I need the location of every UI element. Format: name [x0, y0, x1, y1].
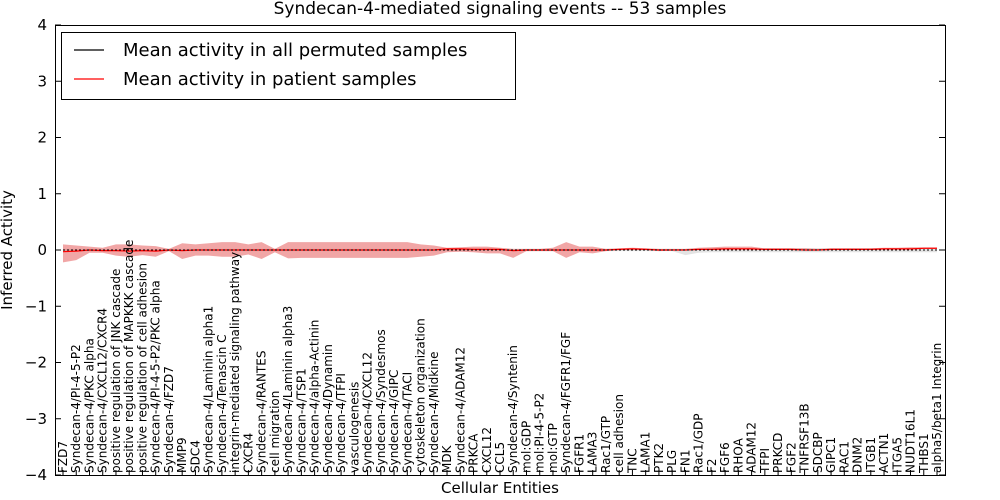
x-tick-label: SDCBP: [811, 432, 825, 473]
y-tick-label: 4: [37, 16, 47, 34]
x-tick-label: alpha5/beta1 Integrin: [930, 343, 944, 473]
x-tick-label: integrin-mediated signaling pathway: [228, 252, 242, 473]
x-tick-label: CXCR4: [241, 433, 255, 473]
x-axis-label: Cellular Entities: [441, 479, 559, 497]
x-tick-label: positive regulation of MAPKKK cascade: [122, 240, 136, 473]
x-tick-label: FGFR1: [573, 434, 587, 473]
x-tick-label: mol:GTP: [546, 423, 560, 473]
x-axis: FZD7 Syndecan-4/PI-4-5-P2 Syndecan-4/PKC a…: [56, 240, 944, 475]
x-tick-label: CXCL12: [480, 427, 494, 473]
x-tick-label: Syndecan-4/RANTES: [255, 351, 269, 473]
x-tick-label: PRKCA: [467, 433, 481, 473]
x-tick-label: TFPI: [758, 448, 772, 474]
x-tick-label: ADAM12: [745, 422, 759, 473]
x-tick-label: vasculogenesis: [347, 382, 361, 473]
x-tick-label: Syndecan-4/Tenascin C: [215, 334, 229, 473]
x-tick-label: FN1: [678, 449, 692, 473]
y-tick-label: −3: [25, 410, 47, 428]
y-axis: −4 −3 −2 −1 0 1 2 3 4: [25, 16, 945, 484]
x-tick-label: Syndecan-4/ADAM12: [453, 347, 467, 473]
x-tick-label: positive regulation of JNK cascade: [109, 269, 123, 473]
x-tick-label: Syndecan-4/TSP1: [294, 368, 308, 473]
x-tick-label: GIPC1: [824, 437, 838, 473]
x-tick-label: TNFRSF13B: [798, 403, 812, 474]
x-tick-label: SDC4: [188, 440, 202, 473]
y-tick-label: 2: [37, 129, 47, 147]
x-tick-label: ACTN1: [877, 433, 891, 473]
x-tick-label: Syndecan-4/TACI: [400, 372, 414, 473]
x-tick-label: LAMA1: [639, 432, 653, 473]
x-tick-label: Rac1/GTP: [599, 416, 613, 473]
x-tick-label: NUDT16L1: [904, 409, 918, 473]
x-tick-label: RAC1: [837, 441, 851, 473]
y-tick-label: −2: [25, 354, 47, 372]
x-tick-label: MMP9: [175, 437, 189, 473]
y-tick-label: −1: [25, 297, 47, 315]
x-tick-label: Syndecan-4/Midkine: [427, 352, 441, 473]
y-tick-label: −4: [25, 466, 47, 484]
x-tick-label: cytoskeleton organization: [414, 318, 428, 473]
x-tick-label: mol:GDP: [520, 421, 534, 473]
y-tick-label: 3: [37, 72, 47, 90]
x-tick-label: PRKCD: [771, 433, 785, 473]
x-tick-label: F2: [705, 458, 719, 473]
x-tick-label: ITGB1: [864, 437, 878, 473]
x-tick-label: cell adhesion: [612, 394, 626, 473]
legend-label-permuted: Mean activity in all permuted samples: [123, 40, 467, 61]
x-tick-label: PTK2: [652, 443, 666, 473]
x-tick-label: FZD7: [56, 441, 70, 473]
x-tick-label: Syndecan-4/FZD7: [162, 366, 176, 473]
x-tick-label: Syndecan-4/TFPI: [334, 373, 348, 473]
x-tick-label: THBS1: [917, 433, 931, 474]
x-tick-label: TNC: [625, 448, 639, 474]
x-tick-label: DNM2: [851, 437, 865, 473]
x-tick-label: Syndecan-4/alpha-Actinin: [308, 320, 322, 473]
x-tick-label: Syndecan-4/GIPC: [387, 370, 401, 473]
legend-box: [61, 32, 516, 100]
x-tick-label: mol:PI-4-5-P2: [533, 393, 547, 473]
x-tick-label: Syndecan-4/Syntenin: [506, 345, 520, 473]
x-tick-label: Syndecan-4/PKC alpha: [83, 338, 97, 473]
x-tick-label: Syndecan-4/Syndesmos: [374, 329, 388, 473]
x-tick-label: LAMA3: [586, 432, 600, 473]
y-axis-label: Inferred Activity: [0, 190, 16, 310]
x-tick-label: positive regulation of cell adhesion: [136, 263, 150, 473]
x-tick-label: Syndecan-4/CXCL12/CXCR4: [96, 308, 110, 473]
x-tick-label: CCL5: [493, 442, 507, 473]
x-tick-label: FGF2: [784, 442, 798, 473]
x-tick-label: Rac1/GDP: [692, 414, 706, 473]
x-tick-label: Syndecan-4/Laminin alpha3: [281, 306, 295, 473]
x-tick-label: PLG: [665, 450, 679, 473]
chart-title: Syndecan-4-mediated signaling events -- …: [274, 0, 727, 19]
x-tick-label: Syndecan-4/CXCL12: [361, 352, 375, 473]
x-tick-label: ITGA5: [890, 437, 904, 473]
x-tick-label: Syndecan-4/Laminin alpha1: [202, 306, 216, 473]
x-tick-label: Syndecan-4/Dynamin: [321, 344, 335, 473]
x-tick-label: FGF6: [718, 442, 732, 473]
x-tick-label: cell migration: [268, 391, 282, 473]
x-tick-label: Syndecan-4/PI-4-5-P2/PKC alpha: [149, 280, 163, 473]
series-lines: [62, 247, 937, 253]
legend: Mean activity in all permuted samples Me…: [61, 32, 516, 100]
patient-band: [63, 242, 937, 263]
x-tick-label: RHOA: [731, 437, 745, 473]
x-tick-label: Syndecan-4/PI-4-5-P2: [69, 344, 83, 473]
x-tick-label: MDK: [440, 444, 454, 473]
confidence-bands: [63, 242, 937, 263]
x-tick-label: Syndecan-4/FGFR1/FGF: [559, 332, 573, 473]
legend-label-patient: Mean activity in patient samples: [123, 69, 417, 90]
y-tick-label: 0: [37, 241, 47, 259]
y-tick-label: 1: [37, 185, 47, 203]
